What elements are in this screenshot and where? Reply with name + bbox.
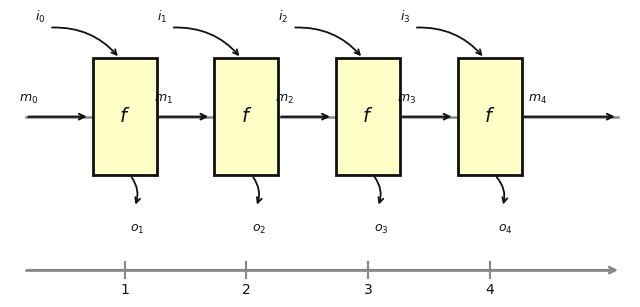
Text: $m_1$: $m_1$ — [154, 93, 173, 106]
Text: $f$: $f$ — [119, 107, 131, 126]
Text: 2: 2 — [242, 283, 251, 297]
Text: $o_2$: $o_2$ — [252, 223, 266, 236]
Text: $m_0$: $m_0$ — [19, 93, 38, 106]
Text: $o_1$: $o_1$ — [131, 223, 145, 236]
Bar — [458, 58, 522, 175]
Bar — [214, 58, 278, 175]
Text: 1: 1 — [120, 283, 129, 297]
Text: 4: 4 — [485, 283, 494, 297]
Text: $o_4$: $o_4$ — [499, 223, 513, 236]
Text: 3: 3 — [364, 283, 372, 297]
Text: $f$: $f$ — [484, 107, 495, 126]
Bar — [336, 58, 400, 175]
Text: $i_3$: $i_3$ — [400, 9, 410, 25]
Text: $m_2$: $m_2$ — [275, 93, 294, 106]
Text: $i_2$: $i_2$ — [278, 9, 289, 25]
Text: $i_1$: $i_1$ — [157, 9, 167, 25]
Text: $i_0$: $i_0$ — [35, 9, 45, 25]
Bar — [93, 58, 157, 175]
Text: $m_4$: $m_4$ — [528, 93, 547, 106]
Text: $m_3$: $m_3$ — [397, 93, 416, 106]
Text: $o_3$: $o_3$ — [374, 223, 388, 236]
Text: $f$: $f$ — [362, 107, 374, 126]
Text: $f$: $f$ — [241, 107, 252, 126]
